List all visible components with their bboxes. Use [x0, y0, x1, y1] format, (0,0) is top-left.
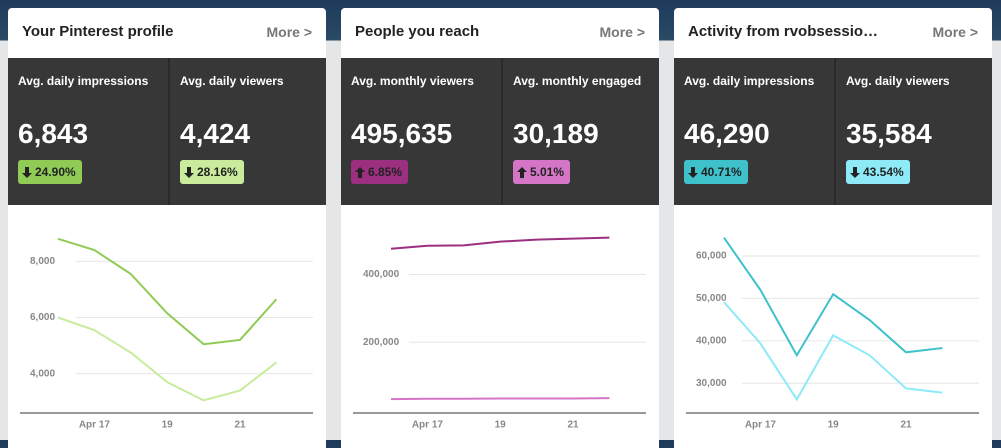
chart: 200,000 400,000 Apr 17 19 21 [353, 236, 646, 431]
change-badge: 6.85% [351, 160, 409, 184]
stats-panel: Avg. daily impressions 46,290 40.71% Avg. d… [674, 58, 992, 205]
change-badge: 43.54% [846, 160, 910, 184]
card-header: People you reach More > [341, 8, 659, 58]
trend-arrow [688, 167, 698, 178]
card-title: Activity from rvobsessio… [688, 23, 879, 40]
x-tick-label: 21 [567, 420, 579, 431]
metric-value: 30,189 [513, 118, 599, 149]
change-value: 40.71% [701, 165, 742, 179]
y-tick-label: 8,000 [30, 256, 55, 267]
trend-arrow [517, 167, 527, 178]
series-line [723, 301, 943, 402]
trend-arrow [184, 167, 194, 178]
series-line [390, 397, 610, 401]
y-tick-label: 400,000 [363, 269, 400, 280]
x-tick-label: Apr 17 [79, 420, 111, 431]
metric: Avg. daily viewers 4,424 28.16% [168, 58, 326, 205]
arrow-shape [184, 167, 194, 178]
chart: 30,000 40,000 50,000 60,000 Apr 17 19 21 [686, 237, 979, 431]
metric-label: Avg. monthly viewers [351, 74, 474, 88]
series-line [723, 237, 943, 358]
trend-arrow [355, 167, 365, 178]
x-tick-label: 21 [234, 420, 246, 431]
stats-panel: Avg. monthly viewers 495,635 6.85% Avg. mon… [341, 58, 659, 205]
arrow-shape [22, 167, 32, 178]
card-title: People you reach [355, 23, 480, 40]
metric-label: Avg. daily viewers [846, 74, 950, 88]
metric: Avg. daily viewers 35,584 43.54% [834, 58, 992, 205]
y-tick-label: 200,000 [363, 337, 400, 348]
change-badge: 24.90% [18, 160, 82, 184]
change-value: 6.85% [368, 165, 403, 179]
card: Activity from rvobsessio… More > Avg. dail… [674, 8, 992, 448]
more-link[interactable]: More > [266, 24, 312, 40]
card-title: Your Pinterest profile [22, 23, 174, 40]
x-tick-label: Apr 17 [745, 420, 777, 431]
change-value: 5.01% [530, 165, 565, 179]
y-tick-label: 40,000 [696, 335, 727, 346]
y-tick-label: 30,000 [696, 378, 727, 389]
metric-value: 4,424 [180, 118, 251, 149]
series-line [57, 237, 278, 346]
metric: Avg. monthly engaged 30,189 5.01% [501, 58, 659, 205]
change-value: 24.90% [35, 165, 76, 179]
x-tick-label: 19 [828, 420, 840, 431]
change-badge: 28.16% [180, 160, 244, 184]
y-tick-label: 50,000 [696, 293, 727, 304]
metric-value: 46,290 [684, 118, 770, 149]
metric-label: Avg. daily impressions [18, 74, 149, 88]
change-value: 43.54% [863, 165, 904, 179]
metric: Avg. daily impressions 46,290 40.71% [674, 58, 830, 205]
metric-value: 6,843 [18, 118, 89, 149]
metric-value: 35,584 [846, 118, 932, 149]
arrow-shape [688, 167, 698, 178]
card-header: Your Pinterest profile More > [8, 8, 326, 58]
trend-arrow [850, 167, 860, 178]
card: Your Pinterest profile More > Avg. daily i… [8, 8, 326, 448]
metric-label: Avg. daily viewers [180, 74, 284, 88]
change-badge: 40.71% [684, 160, 748, 184]
metric: Avg. monthly viewers 495,635 6.85% [341, 58, 497, 205]
stats-panel: Avg. daily impressions 6,843 24.90% Avg. da… [8, 58, 326, 205]
change-badge: 5.01% [513, 160, 571, 184]
series-line [57, 316, 278, 402]
arrow-shape [850, 167, 860, 178]
y-tick-label: 60,000 [696, 251, 727, 262]
more-link[interactable]: More > [599, 24, 645, 40]
metric-value: 495,635 [351, 118, 453, 149]
card: People you reach More > Avg. monthly viewe… [341, 8, 659, 448]
trend-arrow [22, 167, 32, 178]
y-tick-label: 6,000 [30, 312, 55, 323]
series-line [390, 236, 610, 250]
x-tick-label: 21 [900, 420, 912, 431]
chart: 4,000 6,000 8,000 Apr 17 19 21 [20, 237, 313, 431]
metric: Avg. daily impressions 6,843 24.90% [8, 58, 164, 205]
x-tick-label: 19 [162, 420, 174, 431]
more-link[interactable]: More > [932, 24, 978, 40]
y-tick-label: 4,000 [30, 368, 55, 379]
x-tick-label: Apr 17 [412, 420, 444, 431]
arrow-shape [517, 167, 527, 178]
change-value: 28.16% [197, 165, 238, 179]
x-tick-label: 19 [495, 420, 507, 431]
card-header: Activity from rvobsessio… More > [674, 8, 992, 58]
metric-label: Avg. monthly engaged [513, 74, 642, 88]
arrow-shape [355, 167, 365, 178]
metric-label: Avg. daily impressions [684, 74, 815, 88]
